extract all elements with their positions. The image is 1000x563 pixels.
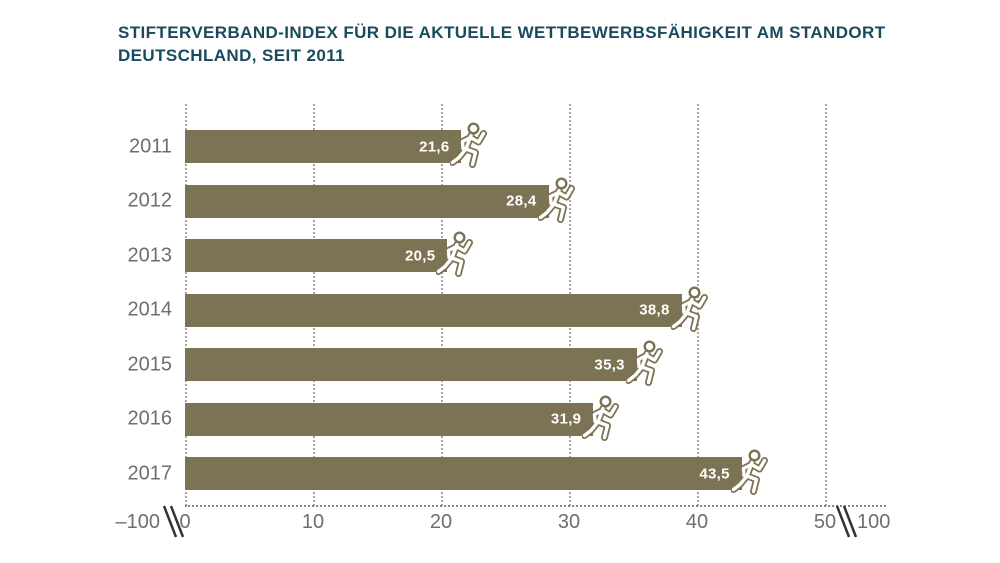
year-label: 2014 [127,298,173,321]
x-axis-line [185,505,886,507]
bar-row: 2012 28,4 [0,176,1000,223]
x-tick-label: 40 [685,511,709,533]
value-label: 28,4 [506,192,537,210]
bar-row: 2014 38,8 [0,285,1000,332]
bar-row: 2013 20,5 [0,231,1000,277]
x-tick-label: 0 [179,511,191,533]
bar: 43,5 [185,457,742,490]
runner-icon [670,285,708,332]
bar-row: 2016 31,9 [0,394,1000,441]
runner-icon [625,340,663,386]
year-label: 2013 [127,244,173,266]
value-label: 35,3 [594,356,625,373]
axis-right-edge-label: 100 [857,511,891,533]
runner-icon [450,122,488,168]
value-label: 31,9 [550,410,582,428]
gridline [825,104,827,506]
bar-row: 2017 43,5 [0,449,1000,495]
axis-left-edge-label: –100 [115,511,161,533]
runner-icon [730,449,768,495]
runner-icon [436,231,474,277]
year-label: 2015 [127,353,173,375]
runner-icon [582,394,620,441]
chart-title-line-2: DEUTSCHLAND, SEIT 2011 [118,46,346,65]
bar: 38,8 [185,293,682,327]
year-label: 2011 [128,135,172,157]
chart-title-line-1: STIFTERVERBAND-INDEX FÜR DIE AKTUELLE WE… [118,23,886,42]
year-label: 2016 [127,407,173,430]
bar-row: 2015 35,3 [0,340,1000,386]
value-label: 20,5 [404,247,436,264]
x-tick-label: 10 [301,511,325,533]
year-label: 2012 [127,189,173,212]
x-tick-label: 30 [557,511,581,533]
value-label: 43,5 [699,465,730,482]
bar: 28,4 [185,184,549,218]
x-tick-label: 20 [429,511,453,533]
axis-break-icon [162,505,185,538]
runner-icon [537,176,575,223]
axis-break-icon [835,505,858,538]
bar: 35,3 [185,348,637,381]
year-label: 2017 [127,462,173,484]
bar: 20,5 [185,239,448,272]
value-label: 38,8 [639,301,670,319]
chart-title: STIFTERVERBAND-INDEX FÜR DIE AKTUELLE WE… [118,21,908,67]
bar-row: 2011 21,6 [0,122,1000,168]
bar: 31,9 [185,402,594,436]
value-label: 21,6 [419,138,450,155]
x-tick-label: 50 [813,511,837,533]
bar: 21,6 [185,130,462,163]
